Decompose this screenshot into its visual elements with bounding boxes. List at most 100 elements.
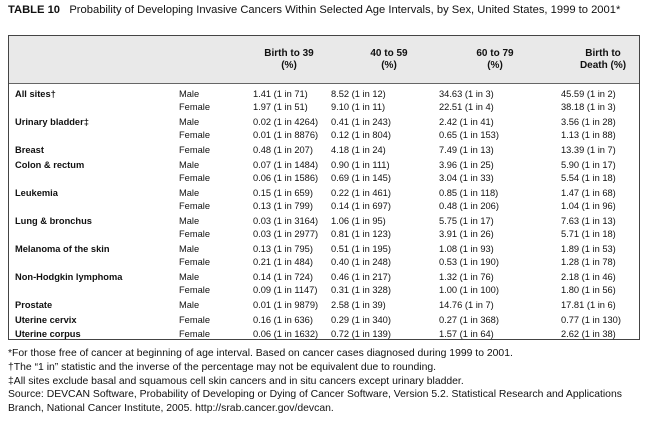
value-cell: 1.97 (1 in 51) bbox=[253, 102, 308, 113]
value-cell: 3.04 (1 in 33) bbox=[439, 173, 494, 183]
value-cell: 1.28 (1 in 78) bbox=[561, 257, 616, 267]
value-cell: 0.77 (1 in 130) bbox=[561, 314, 621, 325]
value-cell: 0.14 (1 in 697) bbox=[331, 201, 391, 211]
value-cell: 0.13 (1 in 795) bbox=[253, 243, 313, 254]
value-cell: 7.63 (1 in 13) bbox=[561, 215, 616, 226]
sex-label: Female bbox=[179, 102, 211, 113]
value-cell: 45.59 (1 in 2) bbox=[561, 89, 616, 99]
column-header-line: (%) bbox=[381, 60, 397, 71]
value-cell: 0.15 (1 in 659) bbox=[253, 187, 313, 198]
value-cell: 1.00 (1 in 100) bbox=[439, 285, 499, 295]
footnote: †The “1 in” statistic and the inverse of… bbox=[8, 361, 437, 373]
column-header: 60 to 79 (%) bbox=[445, 48, 545, 72]
value-cell: 0.48 (1 in 207) bbox=[253, 145, 313, 155]
row-label: Lung & bronchus bbox=[15, 215, 92, 226]
column-header-line: 60 to 79 bbox=[476, 48, 514, 59]
row-label: Prostate bbox=[15, 299, 53, 310]
sex-label: Female bbox=[179, 130, 211, 141]
value-cell: 5.71 (1 in 18) bbox=[561, 229, 616, 239]
value-cell: 0.48 (1 in 206) bbox=[439, 201, 499, 211]
value-cell: 1.32 (1 in 76) bbox=[439, 271, 494, 282]
row-label: Melanoma of the skin bbox=[15, 243, 110, 254]
column-header-line: Birth to bbox=[585, 48, 621, 59]
value-cell: 0.01 (1 in 9879) bbox=[253, 299, 319, 310]
value-cell: 0.03 (1 in 3164) bbox=[253, 215, 319, 226]
sex-label: Female bbox=[179, 257, 211, 267]
value-cell: 34.63 (1 in 3) bbox=[439, 89, 494, 99]
table-caption: Probability of Developing Invasive Cance… bbox=[69, 4, 621, 16]
value-cell: 2.58 (1 in 39) bbox=[331, 299, 386, 310]
sex-label: Female bbox=[179, 314, 211, 325]
table-header: Birth to 39 (%) 40 to 59 (%) 60 to 79 (%) Birt… bbox=[9, 36, 639, 84]
value-cell: 0.29 (1 in 340) bbox=[331, 314, 391, 325]
value-cell: 3.91 (1 in 26) bbox=[439, 229, 494, 239]
value-cell: 0.31 (1 in 328) bbox=[331, 285, 391, 295]
value-cell: 8.52 (1 in 12) bbox=[331, 89, 386, 99]
sex-label: Female bbox=[179, 229, 211, 239]
sex-label: Male bbox=[179, 89, 200, 99]
value-cell: 1.04 (1 in 96) bbox=[561, 201, 616, 211]
value-cell: 1.13 (1 in 88) bbox=[561, 130, 616, 141]
value-cell: 0.03 (1 in 2977) bbox=[253, 229, 319, 239]
value-cell: 3.96 (1 in 25) bbox=[439, 159, 494, 170]
value-cell: 17.81 (1 in 6) bbox=[561, 299, 616, 310]
column-header-line: Birth to 39 bbox=[264, 48, 314, 59]
value-cell: 0.41 (1 in 243) bbox=[331, 117, 391, 127]
sex-label: Female bbox=[179, 329, 211, 340]
sex-label: Male bbox=[179, 243, 200, 254]
column-header-line: Death (%) bbox=[579, 60, 627, 71]
value-cell: 0.21 (1 in 484) bbox=[253, 257, 313, 267]
sex-label: Female bbox=[179, 201, 211, 211]
sex-label: Female bbox=[179, 173, 211, 183]
value-cell: 0.13 (1 in 799) bbox=[253, 201, 313, 211]
value-cell: 0.53 (1 in 190) bbox=[439, 257, 499, 267]
value-cell: 0.01 (1 in 8876) bbox=[253, 130, 319, 141]
row-label: Uterine cervix bbox=[15, 314, 77, 325]
value-cell: 2.62 (1 in 38) bbox=[561, 329, 616, 340]
value-cell: 5.54 (1 in 18) bbox=[561, 173, 616, 183]
column-header: Birth to 39 (%) bbox=[239, 48, 339, 72]
sex-label: Female bbox=[179, 285, 211, 295]
footnote: ‡All sites exclude basal and squamous ce… bbox=[8, 375, 464, 387]
value-cell: 0.85 (1 in 118) bbox=[439, 187, 499, 198]
value-cell: 7.49 (1 in 13) bbox=[439, 145, 494, 155]
value-cell: 1.47 (1 in 68) bbox=[561, 187, 616, 198]
value-cell: 0.81 (1 in 123) bbox=[331, 229, 391, 239]
value-cell: 0.12 (1 in 804) bbox=[331, 130, 391, 141]
value-cell: 0.06 (1 in 1586) bbox=[253, 173, 319, 183]
sex-label: Male bbox=[179, 117, 200, 127]
table-title: TABLE 10 Probability of Developing Invas… bbox=[8, 4, 638, 17]
value-cell: 0.06 (1 in 1632) bbox=[253, 329, 319, 340]
value-cell: 0.14 (1 in 724) bbox=[253, 271, 313, 282]
row-label: Colon & rectum bbox=[15, 159, 85, 170]
value-cell: 0.90 (1 in 111) bbox=[331, 159, 390, 170]
value-cell: 2.42 (1 in 41) bbox=[439, 117, 494, 127]
footnotes: *For those free of cancer at beginning o… bbox=[8, 347, 648, 416]
value-cell: 0.72 (1 in 139) bbox=[331, 329, 391, 340]
row-label: Non-Hodgkin lymphoma bbox=[15, 271, 123, 282]
value-cell: 1.89 (1 in 53) bbox=[561, 243, 616, 254]
value-cell: 0.07 (1 in 1484) bbox=[253, 159, 319, 170]
value-cell: 5.90 (1 in 17) bbox=[561, 159, 616, 170]
value-cell: 13.39 (1 in 7) bbox=[561, 145, 616, 155]
value-cell: 5.75 (1 in 17) bbox=[439, 215, 494, 226]
footnote: *For those free of cancer at beginning o… bbox=[8, 348, 513, 359]
sex-label: Male bbox=[179, 271, 200, 282]
value-cell: 0.22 (1 in 461) bbox=[331, 187, 391, 198]
column-header: 40 to 59 (%) bbox=[339, 48, 439, 72]
value-cell: 0.27 (1 in 368) bbox=[439, 314, 499, 325]
sex-label: Male bbox=[179, 215, 200, 226]
value-cell: 0.65 (1 in 153) bbox=[439, 130, 499, 141]
value-cell: 1.41 (1 in 71) bbox=[253, 89, 308, 99]
sex-label: Female bbox=[179, 145, 211, 155]
value-cell: 0.69 (1 in 145) bbox=[331, 173, 391, 183]
value-cell: 0.51 (1 in 195) bbox=[331, 243, 391, 254]
column-header: Birth to Death (%) bbox=[553, 48, 649, 72]
value-cell: 3.56 (1 in 28) bbox=[561, 117, 616, 127]
value-cell: 0.46 (1 in 217) bbox=[331, 271, 391, 282]
value-cell: 38.18 (1 in 3) bbox=[561, 102, 616, 113]
column-header-line: (%) bbox=[281, 60, 297, 71]
value-cell: 1.80 (1 in 56) bbox=[561, 285, 616, 295]
value-cell: 22.51 (1 in 4) bbox=[439, 102, 494, 113]
